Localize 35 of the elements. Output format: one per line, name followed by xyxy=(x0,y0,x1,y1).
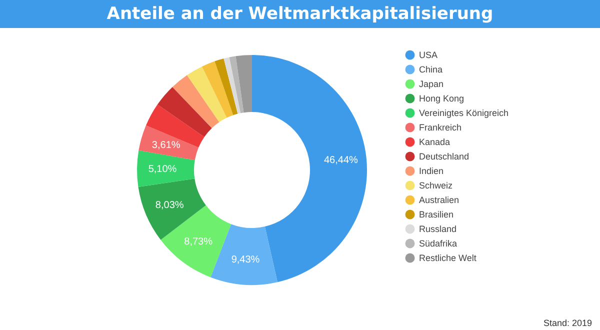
donut-slice xyxy=(138,125,199,160)
data-label: 5,10% xyxy=(148,164,177,175)
chart-title: Anteile an der Weltmarktkapitalisierung xyxy=(106,4,494,24)
legend-label: Schweiz xyxy=(419,180,454,190)
donut-slice xyxy=(224,57,241,114)
legend-label: Japan xyxy=(419,79,444,89)
legend-label: Indien xyxy=(419,166,444,176)
data-label: 46,44% xyxy=(324,155,358,166)
legend-label: Hong Kong xyxy=(419,94,464,104)
donut-slice xyxy=(236,55,252,113)
legend-label: Kanada xyxy=(419,137,450,147)
legend-label: Frankreich xyxy=(419,122,462,132)
donut-slice xyxy=(157,86,212,137)
data-label: 9,43% xyxy=(231,254,260,266)
legend-label: Brasilien xyxy=(419,210,454,220)
donut-slice xyxy=(137,150,195,188)
legend-label: Deutschland xyxy=(419,152,470,162)
legend-label: Russland xyxy=(419,224,457,234)
legend-label: Südafrika xyxy=(419,238,458,248)
donut-slice xyxy=(202,61,234,118)
donut-slice xyxy=(187,66,227,122)
donut-slice xyxy=(214,58,238,116)
legend-label: Restliche Welt xyxy=(419,253,477,263)
donut-slice xyxy=(172,75,220,128)
text: Stand: 2019 xyxy=(543,318,592,328)
legend-label: USA xyxy=(419,50,438,60)
donut-slice xyxy=(146,104,204,148)
legend-label: China xyxy=(419,64,443,74)
legend-label: Australien xyxy=(419,195,460,205)
donut-slice xyxy=(210,224,278,285)
data-label: 8,73% xyxy=(184,236,213,248)
donut-slice xyxy=(229,56,244,114)
data-label: 8,03% xyxy=(155,200,184,211)
legend-label: Vereinigtes Königreich xyxy=(419,108,509,118)
data-label: 3,61% xyxy=(152,140,180,151)
